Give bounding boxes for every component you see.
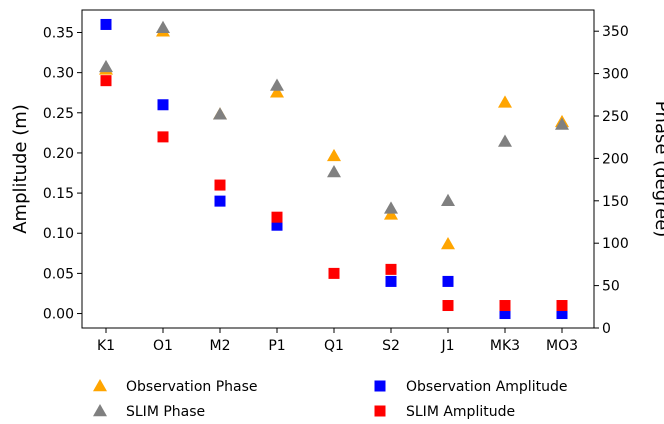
data-point xyxy=(499,308,511,320)
x-tick-label: J1 xyxy=(440,338,454,354)
data-point xyxy=(385,263,397,275)
data-point xyxy=(385,275,397,287)
data-point xyxy=(270,85,284,98)
y2-tick-label: 150 xyxy=(602,194,629,210)
y-tick-label: 0.35 xyxy=(43,25,74,41)
data-point xyxy=(270,78,284,91)
data-point xyxy=(498,95,512,108)
y2-tick-label: 200 xyxy=(602,151,629,167)
x-tick-label: M2 xyxy=(210,338,231,354)
x-tick-label: K1 xyxy=(97,338,115,354)
data-point xyxy=(156,20,170,34)
y-tick-label: 0.30 xyxy=(43,66,74,82)
data-point xyxy=(442,300,454,312)
y2-tick-label: 50 xyxy=(602,279,620,295)
x-tick-label: MO3 xyxy=(546,338,578,354)
series-2 xyxy=(100,18,568,320)
y-tick-label: 0.15 xyxy=(43,186,74,202)
data-point xyxy=(213,107,227,120)
x-tick-label: S2 xyxy=(382,338,400,354)
x-tick-label: Q1 xyxy=(324,338,344,354)
legend-label: Observation Amplitude xyxy=(406,379,567,395)
data-point xyxy=(555,117,569,130)
data-point xyxy=(441,237,455,250)
data-point xyxy=(99,59,113,73)
data-point xyxy=(100,75,112,87)
data-point xyxy=(498,134,512,147)
series-0 xyxy=(99,24,569,250)
y2-tick-label: 0 xyxy=(602,321,611,337)
x-tick-label: P1 xyxy=(268,338,285,354)
y2-tick-label: 100 xyxy=(602,236,629,252)
y-tick-label: 0.10 xyxy=(43,226,74,242)
data-point xyxy=(271,219,283,231)
y-tick-label: 0.05 xyxy=(43,266,74,282)
data-point xyxy=(556,308,568,320)
x-tick-label: MK3 xyxy=(490,338,520,354)
y-axis-label: Amplitude (m) xyxy=(10,104,31,234)
data-point xyxy=(157,131,169,143)
data-point xyxy=(384,201,398,214)
data-point xyxy=(327,148,341,162)
y-tick-label: 0.20 xyxy=(43,146,74,162)
y2-tick-label: 350 xyxy=(602,24,629,40)
x-tick-label: O1 xyxy=(153,338,173,354)
y2-tick-label: 250 xyxy=(602,109,629,125)
legend-label: SLIM Phase xyxy=(126,404,205,420)
data-point xyxy=(271,211,283,223)
y-tick-label: 0.25 xyxy=(43,106,74,122)
data-point xyxy=(327,164,341,178)
y2-tick-label: 300 xyxy=(602,67,629,83)
legend-label: Observation Phase xyxy=(126,379,258,395)
series-3 xyxy=(100,75,568,312)
data-point xyxy=(214,179,226,191)
data-point xyxy=(442,275,454,287)
data-point xyxy=(100,18,112,30)
data-point xyxy=(214,195,226,207)
series-1 xyxy=(99,20,569,214)
legend-marker xyxy=(374,405,386,417)
data-point xyxy=(328,267,340,279)
y-tick-label: 0.00 xyxy=(43,307,74,323)
legend-marker xyxy=(93,379,107,392)
legend-marker xyxy=(93,404,107,417)
data-point xyxy=(441,193,455,207)
legend-label: SLIM Amplitude xyxy=(406,404,515,420)
y2-axis-label: Phase (degree) xyxy=(651,101,664,238)
data-point xyxy=(499,300,511,312)
legend-marker xyxy=(374,380,386,392)
plot-frame xyxy=(81,9,595,329)
data-point xyxy=(556,300,568,312)
data-point xyxy=(157,99,169,111)
